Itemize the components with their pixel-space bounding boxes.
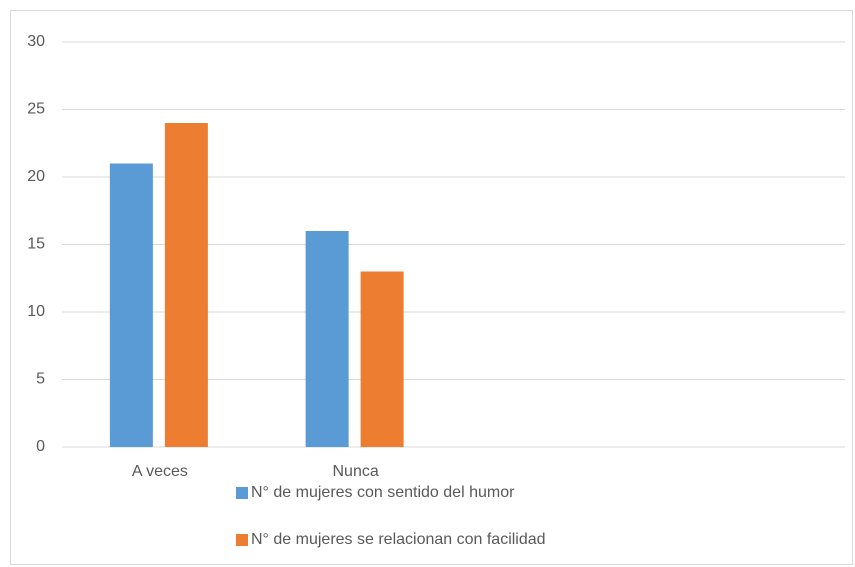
bar — [164, 123, 208, 447]
x-tick-label: Nunca — [333, 463, 379, 480]
x-tick-label: A veces — [132, 463, 188, 480]
y-tick-label: 5 — [36, 371, 45, 388]
legend-swatch — [236, 487, 248, 499]
y-tick-label: 25 — [27, 101, 45, 118]
bar — [305, 231, 349, 447]
y-tick-label: 10 — [27, 303, 45, 320]
legend-label: N° de mujeres se relacionan con facilida… — [251, 531, 546, 548]
bar — [109, 163, 153, 447]
y-tick-label: 20 — [27, 168, 45, 185]
legend-label: N° de mujeres con sentido del humor — [251, 484, 515, 501]
y-tick-label: 30 — [27, 33, 45, 50]
y-tick-label: 0 — [36, 438, 45, 455]
bar — [360, 271, 404, 447]
legend-swatch — [236, 534, 248, 546]
y-tick-label: 15 — [27, 236, 45, 253]
